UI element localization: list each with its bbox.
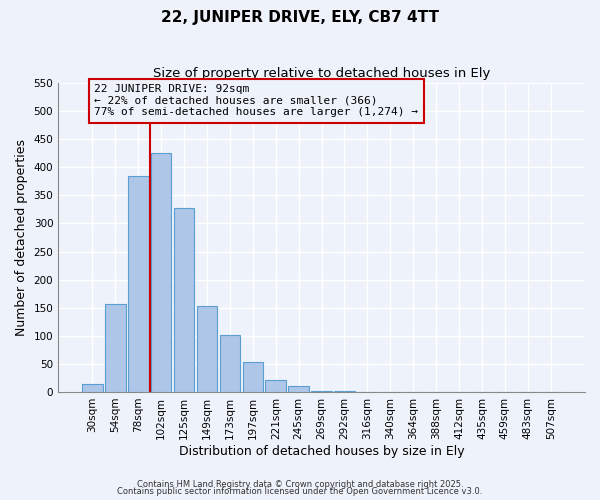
Text: 22, JUNIPER DRIVE, ELY, CB7 4TT: 22, JUNIPER DRIVE, ELY, CB7 4TT — [161, 10, 439, 25]
Bar — [311, 391, 332, 392]
Bar — [242, 362, 263, 392]
Bar — [105, 304, 125, 392]
Bar — [128, 176, 149, 392]
Bar — [151, 154, 172, 392]
Bar — [197, 306, 217, 392]
Bar — [220, 335, 240, 392]
Text: Contains public sector information licensed under the Open Government Licence v3: Contains public sector information licen… — [118, 487, 482, 496]
Bar — [82, 384, 103, 392]
Bar — [289, 386, 309, 392]
Bar — [174, 208, 194, 392]
X-axis label: Distribution of detached houses by size in Ely: Distribution of detached houses by size … — [179, 444, 464, 458]
Y-axis label: Number of detached properties: Number of detached properties — [15, 139, 28, 336]
Title: Size of property relative to detached houses in Ely: Size of property relative to detached ho… — [153, 68, 490, 80]
Bar — [265, 380, 286, 392]
Text: 22 JUNIPER DRIVE: 92sqm
← 22% of detached houses are smaller (366)
77% of semi-d: 22 JUNIPER DRIVE: 92sqm ← 22% of detache… — [94, 84, 418, 117]
Text: Contains HM Land Registry data © Crown copyright and database right 2025.: Contains HM Land Registry data © Crown c… — [137, 480, 463, 489]
